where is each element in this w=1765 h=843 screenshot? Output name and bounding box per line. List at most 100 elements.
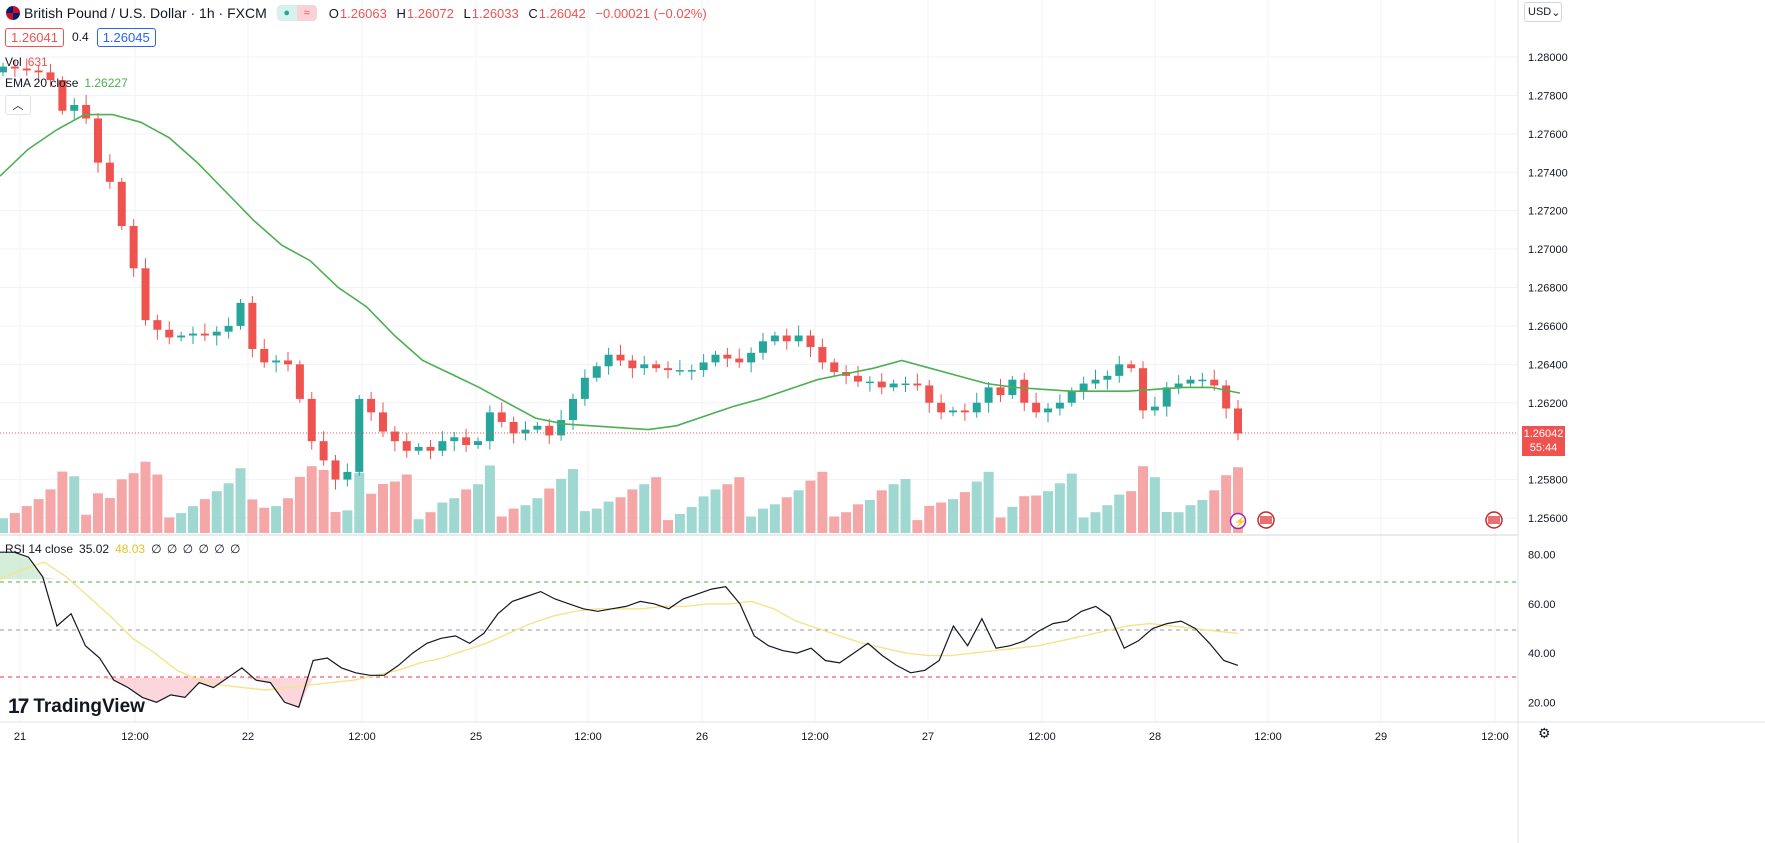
candle-body (1234, 408, 1242, 434)
volume-bar (829, 516, 840, 533)
ema-label: EMA 20 close (5, 76, 79, 90)
volume-bar (817, 471, 828, 533)
price-tick-label: 1.28000 (1528, 52, 1568, 64)
time-tick-label: 26 (696, 731, 708, 743)
event-icons[interactable]: ⚡ (1229, 511, 1503, 530)
volume-bar (306, 466, 317, 533)
volume-bar (1221, 475, 1232, 533)
currency-selector[interactable]: USD ⌄ (1524, 2, 1562, 22)
candle-body (1186, 379, 1195, 384)
candle-body (117, 181, 126, 227)
candlesticks (0, 58, 1242, 490)
ema-20-line (0, 113, 1241, 431)
sell-button[interactable]: 1.26041 (5, 27, 64, 47)
collapse-legend-button[interactable]: ︿ (5, 95, 31, 115)
market-status-pill[interactable]: ● ≈ (276, 5, 317, 21)
rsi-axis[interactable]: 80.00 60.00 40.00 20.00 (1528, 550, 1556, 710)
candle-body (782, 335, 791, 342)
time-axis[interactable]: 21 12:00 22 12:00 25 12:00 26 12:00 27 12:00 28 12:… (14, 731, 1509, 743)
volume-bar (544, 488, 555, 533)
volume-bar (271, 506, 282, 533)
volume-bar (1233, 467, 1243, 533)
volume-bar (116, 479, 127, 533)
volume-value: 631 (27, 55, 48, 69)
volume-bar (912, 520, 923, 533)
price-tick-label: 1.26400 (1528, 359, 1568, 371)
volume-bar (520, 505, 531, 533)
volume-bar (781, 497, 792, 533)
volume-bar (888, 484, 899, 533)
symbol-legend[interactable]: British Pound / U.S. Dollar · 1h · FXCM … (6, 4, 713, 22)
candle-body (592, 366, 601, 378)
volume-bar (698, 496, 709, 533)
volume-bar (1126, 491, 1137, 533)
candle-body (1115, 364, 1124, 376)
candle-body (794, 335, 803, 342)
market-open-icon: ● (276, 5, 297, 21)
candle-body (533, 425, 542, 430)
candle-body (830, 362, 839, 373)
candle-body (687, 370, 696, 372)
candle-body (913, 383, 922, 386)
volume-bar (853, 504, 863, 533)
volume-bar (663, 520, 673, 533)
flash-event-icon[interactable] (1229, 512, 1247, 530)
volume-bar (401, 474, 412, 533)
price-tick-label: 1.26200 (1528, 398, 1568, 410)
time-tick-label: 27 (922, 731, 934, 743)
candle-body (94, 118, 102, 163)
volume-bar (627, 489, 638, 533)
volume-bar (128, 473, 139, 533)
candle-body (664, 368, 672, 371)
candle-body (699, 362, 708, 371)
price-tick-label: 1.27200 (1528, 206, 1568, 218)
volume-bar (140, 461, 151, 533)
volume-bar (164, 517, 175, 533)
candle-body (569, 398, 577, 421)
candle-body (806, 335, 815, 348)
bar-countdown: 55:44 (1529, 442, 1558, 454)
candle-body (34, 70, 43, 73)
tradingview-logo[interactable]: 17 TradingView (8, 695, 145, 719)
price-axis[interactable]: 1.28000 1.27800 1.27600 1.27400 1.27200 1.270… (1528, 52, 1568, 525)
price-tick-label: 1.27800 (1528, 90, 1568, 102)
volume-bar (69, 476, 80, 533)
candle-body (497, 412, 506, 422)
candle-body (462, 437, 471, 446)
volume-bar (959, 492, 970, 533)
candle-body (580, 377, 589, 399)
candle-body (616, 354, 625, 361)
time-tick-label: 12:00 (121, 731, 149, 743)
volume-legend[interactable]: Vol 631 (5, 55, 48, 69)
last-price-value: 1.26042 (1523, 428, 1564, 440)
buy-button[interactable]: 1.26045 (96, 27, 156, 47)
candle-body (770, 335, 779, 342)
logo-text: TradingView (33, 696, 145, 717)
rsi-legend[interactable]: RSI 14 close 35.02 48.03 ∅ ∅ ∅ ∅ ∅ ∅ (5, 542, 242, 556)
us-flag-icon-2 (1488, 516, 1500, 524)
candle-body (747, 352, 756, 363)
candle-body (58, 80, 67, 111)
rsi-oversold-fill (99, 677, 314, 708)
price-tick-label: 1.25600 (1528, 513, 1568, 525)
volume-bar (1019, 496, 1030, 533)
volume-bar (603, 501, 614, 533)
candle-body (474, 441, 482, 446)
volume-bar (473, 484, 483, 533)
candle-body (1174, 383, 1183, 388)
chart-settings-button[interactable]: ⚙ (1538, 725, 1551, 742)
candle-body (937, 402, 946, 413)
candle-body (177, 335, 186, 338)
volume-bar (1066, 473, 1077, 533)
volume-bar (188, 506, 198, 533)
high-label: H (396, 5, 406, 21)
close-label: C (528, 5, 538, 21)
volume-bar (651, 477, 662, 533)
tradingview-logo-icon: 17 (8, 695, 29, 718)
candle-body (331, 460, 340, 480)
volume-bar (948, 499, 958, 533)
symbol-title[interactable]: British Pound / U.S. Dollar · 1h · FXCM (24, 5, 267, 21)
ema-legend[interactable]: EMA 20 close 1.26227 (5, 76, 128, 90)
candle-body (1162, 387, 1171, 407)
